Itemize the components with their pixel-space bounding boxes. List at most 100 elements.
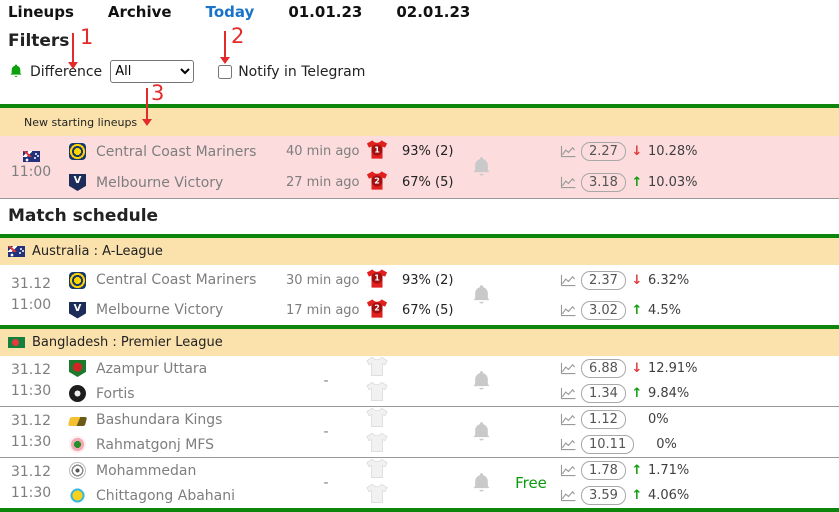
- lineup-shirt-icon[interactable]: 2: [366, 170, 388, 191]
- change-percent: 12.91%: [647, 361, 698, 376]
- team-name[interactable]: Melbourne Victory: [96, 302, 224, 318]
- telegram-checkbox[interactable]: [218, 64, 233, 79]
- odds-value[interactable]: 3.02: [581, 300, 626, 320]
- team-name[interactable]: Melbourne Victory: [96, 174, 224, 191]
- lineup-shirt-icon[interactable]: 1: [366, 268, 388, 289]
- free-badge: Free: [515, 474, 547, 492]
- team-name[interactable]: Chittagong Abahani: [96, 487, 236, 504]
- odds-cell: 10.11 0%: [560, 435, 839, 454]
- bell-icon[interactable]: [470, 420, 493, 445]
- nav-today[interactable]: Today: [205, 3, 255, 21]
- team-name[interactable]: Bashundara Kings: [96, 411, 223, 428]
- odds-value[interactable]: 2.27: [581, 142, 626, 161]
- odds-cell: 2.37 ↓ 6.32%: [560, 270, 839, 290]
- bell-icon[interactable]: [470, 283, 493, 308]
- match-row: 31.12 11:30 Mohammedan - Free 1.78 ↑ 1.7…: [0, 458, 839, 508]
- team-name[interactable]: Central Coast Mariners: [96, 272, 257, 288]
- match-bell-cell: [460, 420, 502, 445]
- bell-icon[interactable]: [470, 471, 493, 496]
- nav-date-01-01-23[interactable]: 01.01.23: [288, 3, 363, 21]
- lineup-percent: 93% (2): [402, 144, 454, 159]
- change-down-arrow-icon: ↓: [631, 361, 643, 376]
- lineup-shirt-icon[interactable]: 2: [366, 298, 388, 319]
- lineup-ago-dash: -: [323, 424, 329, 440]
- nav-date-02-01-23[interactable]: 02.01.23: [396, 3, 471, 21]
- lineup-shirt-icon[interactable]: [366, 381, 388, 402]
- team-name[interactable]: Rahmatgonj MFS: [96, 436, 215, 453]
- chart-icon[interactable]: [560, 413, 576, 426]
- team-badge-azampur: [69, 360, 86, 377]
- match-row: 31.12 11:00 Central Coast Mariners 30 mi…: [0, 265, 839, 325]
- team-badge-melbourne-victory: [69, 174, 86, 191]
- team-name[interactable]: Azampur Uttara: [96, 360, 208, 377]
- odds-cell: 3.59 ↑ 4.06%: [560, 486, 839, 505]
- match-datetime: 31.12 11:00: [0, 274, 62, 316]
- bell-icon[interactable]: [470, 155, 493, 180]
- odds-value[interactable]: 6.88: [581, 359, 626, 378]
- match-row: 31.12 11:30 Bashundara Kings - 1.12 0% R…: [0, 407, 839, 457]
- annotation-arrow-2: [224, 31, 226, 58]
- change-up-arrow-icon: ↑: [631, 386, 643, 401]
- match-bell-cell: [460, 369, 502, 394]
- lineup-ago: 40 min ago: [286, 144, 360, 159]
- change-percent: 6.32%: [647, 272, 690, 288]
- odds-value[interactable]: 3.18: [581, 173, 626, 192]
- team-name[interactable]: Central Coast Mariners: [96, 143, 257, 160]
- odds-value[interactable]: 1.78: [581, 461, 626, 480]
- team-name[interactable]: Mohammedan: [96, 462, 197, 479]
- chart-icon[interactable]: [560, 438, 576, 451]
- odds-value[interactable]: 1.34: [581, 384, 626, 403]
- match-time: 11:30: [10, 485, 52, 501]
- chart-icon[interactable]: [560, 387, 576, 400]
- lineup-shirt-icon[interactable]: [366, 356, 388, 377]
- new-lineups-header-label: New starting lineups: [24, 115, 138, 129]
- filters-row: Difference All Notify in Telegram: [8, 60, 839, 83]
- lineup-shirt-icon[interactable]: [366, 407, 388, 428]
- filters-title: Filters: [8, 31, 70, 51]
- team-name[interactable]: Fortis: [96, 385, 135, 402]
- lineup-shirt-icon[interactable]: 1: [366, 139, 388, 160]
- odds-cell: 3.18 ↑ 10.03%: [560, 173, 839, 192]
- annotation-number-3: 3: [151, 81, 165, 105]
- difference-select[interactable]: All: [110, 60, 195, 83]
- lineup-ago-dash: -: [323, 373, 329, 389]
- match-datetime: 11:00: [0, 151, 62, 183]
- chart-icon[interactable]: [560, 274, 576, 287]
- match-datetime: 31.12 11:30: [0, 411, 62, 453]
- match-datetime: 31.12 11:30: [0, 462, 62, 504]
- chart-icon[interactable]: [560, 464, 576, 477]
- chart-icon[interactable]: [560, 489, 576, 502]
- change-down-arrow-icon: ↓: [631, 272, 643, 288]
- lineup-shirt-icon[interactable]: [366, 483, 388, 504]
- bell-icon[interactable]: [470, 369, 493, 394]
- match-time: 11:00: [10, 164, 52, 180]
- australia-flag-icon: [22, 151, 40, 162]
- match-date: 31.12: [10, 362, 52, 378]
- difference-label: Difference: [30, 63, 103, 80]
- odds-value[interactable]: 3.59: [581, 486, 626, 505]
- odds-value[interactable]: 10.11: [581, 435, 635, 454]
- nav-archive[interactable]: Archive: [107, 3, 172, 21]
- odds-value[interactable]: 2.37: [581, 270, 626, 290]
- lineup-shirt-icon[interactable]: [366, 432, 388, 453]
- league-name: Australia : A-League: [32, 244, 163, 259]
- odds-value[interactable]: 1.12: [581, 410, 626, 429]
- change-percent: 9.84%: [647, 386, 690, 401]
- chart-icon[interactable]: [560, 304, 576, 317]
- match-date: 31.12: [10, 413, 52, 429]
- match-date: 31.12: [10, 276, 52, 292]
- australia-flag-icon: [8, 246, 25, 257]
- chart-icon[interactable]: [560, 176, 576, 189]
- odds-cell: 2.27 ↓ 10.28%: [560, 142, 839, 161]
- team-badge-central-coast: [69, 271, 86, 289]
- top-nav: Lineups Archive Today 01.01.23 02.01.23: [0, 0, 839, 22]
- lineup-percent: 67% (5): [402, 302, 454, 318]
- chart-icon[interactable]: [560, 362, 576, 375]
- match-time: 11:00: [10, 297, 52, 313]
- chart-icon[interactable]: [560, 145, 576, 158]
- lineup-shirt-icon[interactable]: [366, 458, 388, 479]
- change-percent: 10.03%: [647, 175, 698, 190]
- match-bell-cell: [460, 471, 502, 496]
- change-percent: 0%: [647, 412, 669, 427]
- nav-lineups[interactable]: Lineups: [8, 3, 74, 21]
